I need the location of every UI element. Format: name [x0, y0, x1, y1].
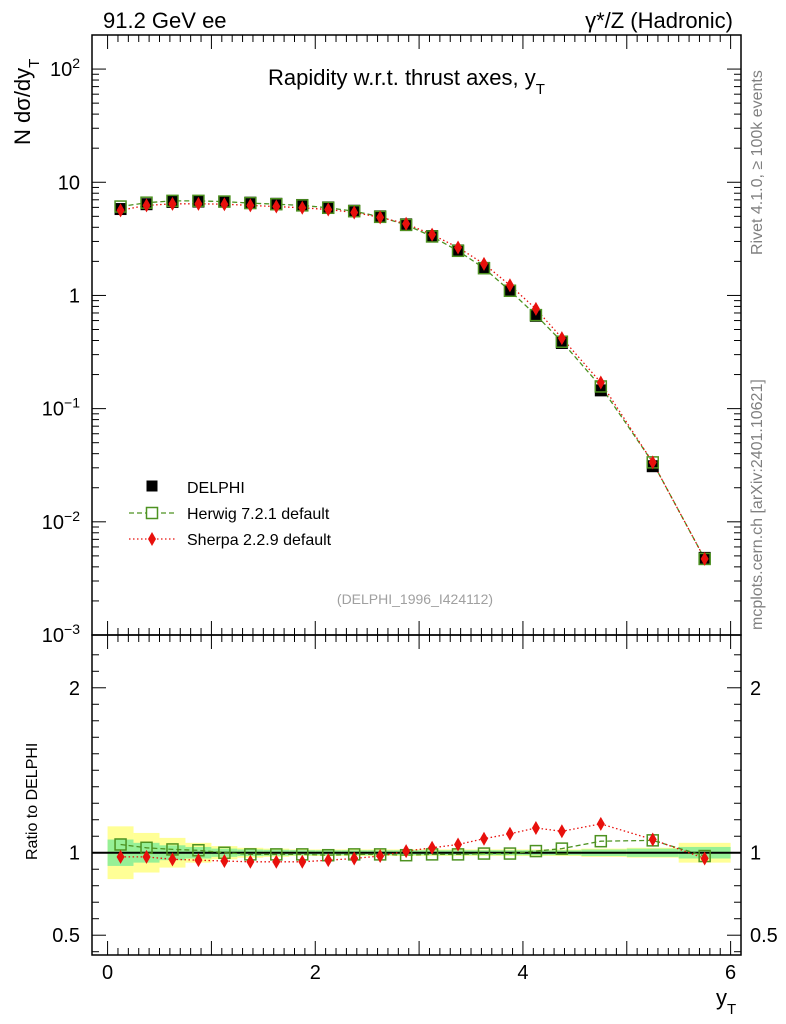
- sherpa-point: [168, 196, 177, 211]
- ratio-sherpa-point: [454, 837, 463, 852]
- ratio-panel: 0.5 1 2 0.5 1 2 0 2 4 6 Ratio to DELPHI …: [24, 634, 778, 1018]
- main-series-layer: [114, 194, 711, 566]
- ratio-y-tick-label-right-1: 1: [750, 843, 761, 865]
- ratio-y-tick-label-right-2: 2: [750, 678, 761, 700]
- delphi-point: [594, 384, 607, 397]
- ratio-herwig-point: [555, 842, 569, 855]
- rivet-label: Rivet 4.1.0, ≥ 100k events: [749, 70, 766, 255]
- main-y-tick-label: 102: [50, 55, 80, 81]
- ratio-sherpa-point: [220, 853, 229, 868]
- legend-marker-delphi: [146, 480, 158, 492]
- sherpa-point: [596, 375, 605, 390]
- analysis-watermark: (DELPHI_1996_I424112): [337, 591, 493, 607]
- main-y-tick-labels: 102 10 1 10−1 10−2 10−3: [42, 55, 80, 647]
- sherpa-point: [376, 210, 385, 225]
- main-axis-ticks: [92, 34, 741, 636]
- legend-label-delphi: DELPHI: [187, 480, 245, 497]
- ratio-sherpa-point: [246, 854, 255, 869]
- sherpa-point: [505, 278, 514, 293]
- ratio-sherpa-point: [505, 826, 514, 841]
- sherpa-point: [272, 199, 281, 214]
- x-tick-label-2: 2: [310, 962, 321, 984]
- ratio-sherpa-point: [298, 854, 307, 869]
- ratio-series-layer: [114, 816, 711, 869]
- header-right: γ*/Z (Hadronic): [585, 8, 733, 33]
- mcplots-label: mcplots.cern.ch [arXiv:2401.10621]: [749, 379, 766, 630]
- ratio-y-tick-label-1: 1: [69, 843, 80, 865]
- ratio-herwig-point: [594, 834, 608, 848]
- legend-item-sherpa: Sherpa 2.2.9 default: [129, 532, 332, 549]
- sherpa-point: [324, 202, 333, 217]
- ratio-y-tick-label-2: 2: [69, 678, 80, 700]
- legend-marker-herwig: [145, 506, 159, 520]
- sherpa-point: [454, 240, 463, 255]
- sherpa-point: [298, 200, 307, 215]
- legend-label-sherpa: Sherpa 2.2.9 default: [187, 532, 332, 549]
- ratio-sherpa-point: [402, 844, 411, 859]
- ratio-sherpa-point: [479, 831, 488, 846]
- sherpa-point: [428, 227, 437, 242]
- ratio-sherpa-point: [116, 849, 125, 864]
- legend-marker-sherpa: [148, 532, 156, 546]
- main-y-tick-label: 10−2: [42, 508, 80, 534]
- ratio-axis-ticks: [92, 635, 741, 955]
- main-y-tick-label: 10: [58, 172, 80, 194]
- ratio-sherpa-point: [142, 849, 151, 864]
- sherpa-point: [142, 198, 151, 213]
- ratio-sherpa-point: [324, 853, 333, 868]
- x-axis-label: yT: [716, 985, 736, 1018]
- ratio-sherpa-point: [194, 853, 203, 868]
- ratio-sherpa-point: [272, 854, 281, 869]
- sherpa-point: [648, 455, 657, 470]
- plot-title: Rapidity w.r.t. thrust axes, yT: [268, 65, 545, 98]
- main-y-label: N dσ/dyT: [10, 59, 43, 145]
- sherpa-point: [557, 331, 566, 346]
- sherpa-point: [246, 198, 255, 213]
- main-y-tick-label: 10−3: [42, 621, 80, 647]
- header-left: 91.2 GeV ee: [103, 8, 227, 33]
- main-y-tick-label: 1: [69, 285, 80, 307]
- ratio-sherpa-point: [376, 849, 385, 864]
- ratio-y-label: Ratio to DELPHI: [24, 743, 41, 860]
- ratio-uncertainty-bands: [92, 826, 741, 880]
- ratio-sherpa-point: [596, 816, 605, 831]
- ratio-sherpa-point: [648, 832, 657, 847]
- ratio-sherpa-point: [700, 851, 709, 866]
- legend-item-herwig: Herwig 7.2.1 default: [129, 506, 330, 523]
- legend: DELPHI Herwig 7.2.1 default Sherpa 2.2.9…: [129, 480, 332, 549]
- main-y-tick-label: 10−1: [42, 395, 80, 421]
- ratio-herwig-point: [477, 847, 491, 860]
- ratio-herwig-point: [503, 847, 517, 860]
- sherpa-point: [402, 216, 411, 231]
- sherpa-point: [350, 205, 359, 220]
- x-tick-label-6: 6: [725, 962, 736, 984]
- sherpa-point: [479, 256, 488, 271]
- ratio-sherpa-point: [168, 852, 177, 867]
- ratio-y-tick-label-0.5: 0.5: [52, 925, 80, 947]
- ratio-sherpa-point: [428, 840, 437, 855]
- legend-item-delphi: DELPHI: [146, 480, 245, 497]
- ratio-sherpa-point: [557, 824, 566, 839]
- sherpa-point: [116, 203, 125, 218]
- sherpa-point: [194, 196, 203, 211]
- legend-label-herwig: Herwig 7.2.1 default: [187, 506, 330, 523]
- ratio-herwig-point: [529, 844, 543, 858]
- sherpa-point: [700, 551, 709, 566]
- ratio-sherpa-point: [350, 851, 359, 866]
- x-tick-label-0: 0: [102, 962, 113, 984]
- ratio-frame: [91, 634, 742, 956]
- ratio-sherpa-point: [531, 820, 540, 835]
- sherpa-point: [220, 197, 229, 212]
- ratio-y-tick-label-right-0.5: 0.5: [750, 925, 778, 947]
- x-tick-label-4: 4: [517, 962, 528, 984]
- main-panel: 102 10 1 10−1 10−2 10−3 N dσ/dyT Rapidity w.r…: [10, 34, 742, 647]
- sherpa-point: [531, 301, 540, 316]
